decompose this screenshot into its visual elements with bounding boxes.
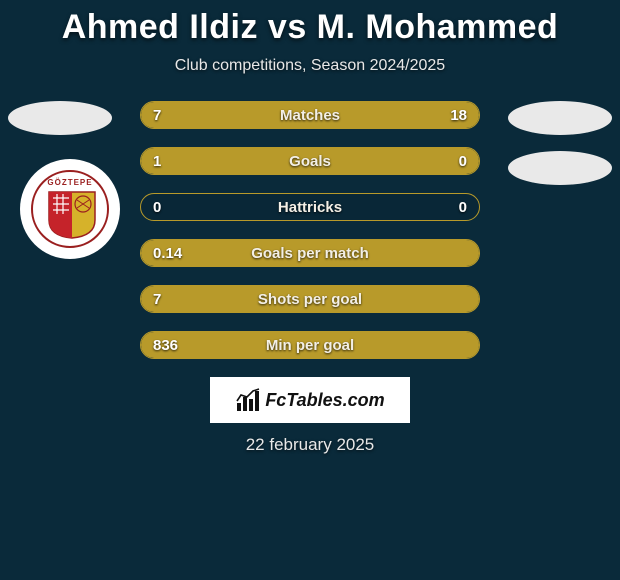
comparison-infographic: Ahmed Ildiz vs M. Mohammed Club competit… (0, 0, 620, 455)
stat-label: Min per goal (141, 332, 479, 358)
comparison-arena: GÖZTEPE 718Matches 10Goals 00Hattricks 0.14… (0, 101, 620, 455)
stat-label: Goals (141, 148, 479, 174)
club-right-placeholder-icon (508, 151, 612, 185)
stat-row: 718Matches (140, 101, 480, 129)
stat-bars: 718Matches 10Goals 00Hattricks 0.14Goals pe… (140, 101, 480, 359)
player-left-placeholder-icon (8, 101, 112, 135)
brand-text: FcTables.com (265, 390, 384, 411)
subtitle: Club competitions, Season 2024/2025 (0, 57, 620, 75)
stat-row: 836Min per goal (140, 331, 480, 359)
stat-row: 0.14Goals per match (140, 239, 480, 267)
stat-row: 10Goals (140, 147, 480, 175)
brand-chart-icon (235, 387, 261, 413)
club-left-badge: GÖZTEPE (20, 159, 120, 259)
club-badge-inner: GÖZTEPE (31, 170, 109, 248)
club-name-label: GÖZTEPE (33, 178, 107, 187)
stat-label: Matches (141, 102, 479, 128)
stat-row: 7Shots per goal (140, 285, 480, 313)
stat-label: Shots per goal (141, 286, 479, 312)
player-right-placeholder-icon (508, 101, 612, 135)
stat-row: 00Hattricks (140, 193, 480, 221)
page-title: Ahmed Ildiz vs M. Mohammed (0, 8, 620, 47)
footer-date: 22 february 2025 (0, 435, 620, 455)
stat-label: Goals per match (141, 240, 479, 266)
stat-label: Hattricks (141, 194, 479, 220)
club-shield-icon (47, 190, 97, 240)
branding-box: FcTables.com (210, 377, 410, 423)
